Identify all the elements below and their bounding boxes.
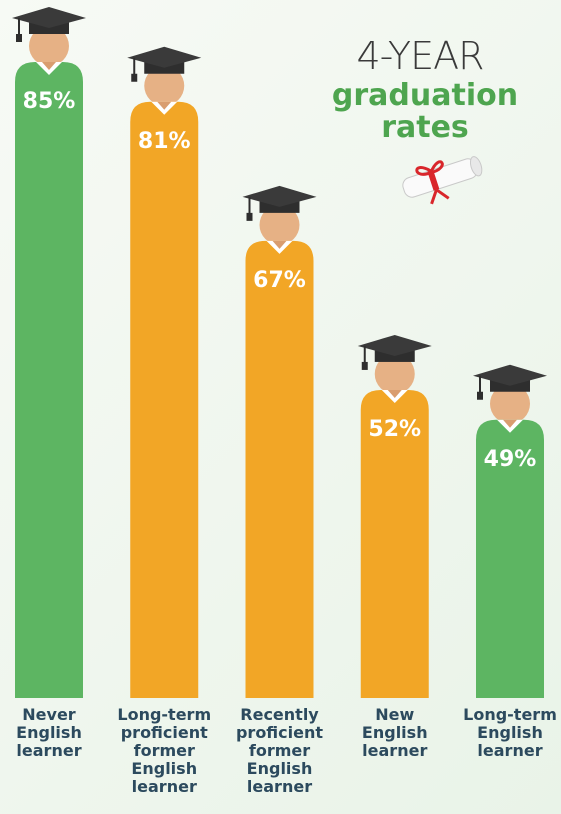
category-label: New English learner [343,706,447,760]
tassel-end [131,74,137,82]
cap [358,335,432,356]
value-label: 49% [484,447,537,472]
category-label: Long-term English learner [458,706,561,760]
cap [473,365,547,386]
tassel-end [362,362,368,370]
bar [246,241,314,698]
cap [127,47,201,68]
bar [15,62,83,698]
tassel-end [16,34,22,42]
chart-title: 4-YEAR [330,34,510,78]
bar [130,102,198,698]
category-label: Never English learner [0,706,101,760]
value-label: 67% [253,268,306,293]
cap [12,7,86,28]
tassel-end [477,392,483,400]
value-label: 52% [368,417,421,442]
category-label: Long-term proficient former English lear… [112,706,216,796]
diploma-icon [399,149,488,210]
value-label: 85% [23,89,76,114]
value-label: 81% [138,129,191,154]
infographic: 85%81%67%52%49% 4-YEAR graduation rates … [0,0,561,814]
category-label: Recently proficient former English learn… [228,706,332,796]
tassel-end [247,213,253,221]
chart-subtitle: graduation rates [320,80,530,143]
cap [243,186,317,207]
